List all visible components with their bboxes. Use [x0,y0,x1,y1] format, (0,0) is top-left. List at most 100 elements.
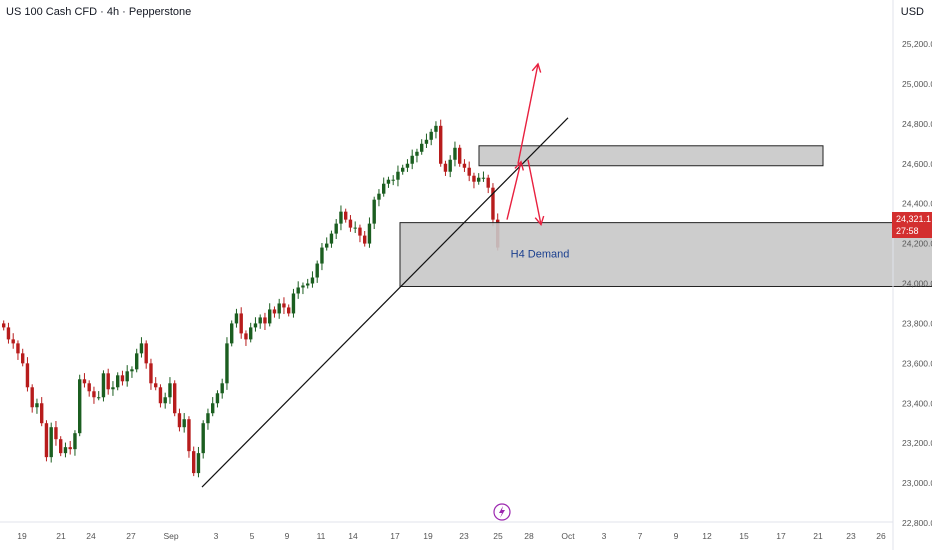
candle-body [82,379,87,384]
y-tick-label: 22,800.0 [902,518,932,528]
candle-body [158,387,163,404]
candle-body [215,393,220,404]
candle-body [25,363,30,388]
candle-body [315,263,319,278]
candle-body [49,427,53,458]
x-tick-label: 7 [638,531,643,541]
candle-body [296,287,300,294]
candle-body [405,163,410,168]
y-tick-label: 24,800.0 [902,119,932,129]
candle-body [458,147,462,164]
candle-body [54,427,58,440]
candle-body [97,397,101,399]
candle-body [211,403,215,414]
current-price-tag: 24,321.1 27:58 [892,212,932,238]
candle-body [201,423,205,454]
candle-body [16,343,20,354]
currency-label[interactable]: USD [900,6,924,18]
candle-body [125,371,129,382]
x-tick-label: 15 [739,531,749,541]
candle-body [353,227,357,229]
x-tick-label: 21 [56,531,66,541]
y-tick-label: 23,400.0 [902,398,932,408]
y-tick-label: 23,200.0 [902,438,932,448]
candle-body [448,159,452,172]
candle-body [477,177,481,182]
x-tick-label: 9 [674,531,679,541]
candle-body [92,391,96,398]
lines-group [201,117,569,488]
candle-body [377,193,381,200]
y-tick-label: 24,200.0 [902,239,932,249]
y-axis-ticks: 25,200.0 25,000.0 24,800.0 24,600.0 24,400.0… [902,39,932,528]
candle-body [225,343,229,384]
candle-body [130,369,134,372]
candle-body [481,177,486,179]
candle-body [63,447,68,454]
candle-body [21,353,25,364]
candle-body [135,353,139,370]
candle-body [59,439,63,454]
candle-body [116,375,120,388]
candle-body [382,183,386,194]
candle-body [220,383,224,394]
candle-body [306,283,310,286]
x-tick-label: 28 [524,531,534,541]
candle-body [329,233,334,244]
candle-body [301,285,305,288]
candle-body [177,413,182,428]
candle-body [149,363,153,384]
candle-body [249,327,253,340]
candle-body [73,433,77,450]
projection-arrow [527,159,542,225]
x-tick-label: 3 [214,531,219,541]
candle-body [154,383,158,388]
candle-body [263,317,267,324]
candle-body [462,163,467,168]
projection-arrow [506,161,522,220]
y-tick-label: 23,800.0 [902,318,932,328]
candle-body [291,293,296,314]
candle-body [182,419,186,428]
event-marker[interactable] [493,503,511,521]
x-tick-label: 11 [317,531,326,541]
candle-body [467,167,471,176]
candle-body [87,383,91,392]
candle-body [253,323,258,328]
candle-body [258,317,262,324]
candle-body [386,179,391,184]
y-tick-label: 23,600.0 [902,358,932,368]
candle-body [344,211,348,220]
lightning-icon [499,506,505,518]
candle-body [282,303,286,308]
candle-body [320,247,324,264]
candle-body [434,125,438,132]
candle-body [272,309,277,314]
x-tick-label: 21 [813,531,823,541]
x-tick-label: 26 [876,531,886,541]
x-tick-label: 17 [390,531,400,541]
candle-body [486,177,490,188]
x-tick-label: 23 [459,531,469,541]
candle-body [348,219,353,228]
candle-body [234,313,239,324]
y-tick-label: 24,600.0 [902,159,932,169]
candle-body [439,125,443,164]
trendline [201,117,569,488]
candle-body [173,383,177,414]
candle-body [230,323,234,344]
candle-body [6,327,11,340]
demand-zone-label: H4 Demand [511,249,570,261]
candle-body [30,387,34,408]
candle-body [244,333,248,340]
candle-body [358,227,362,236]
candle-body [40,403,44,424]
candle-body [372,199,376,224]
candle-body [144,343,148,364]
bar-countdown: 27:58 [896,226,919,236]
x-tick-label: 14 [348,531,358,541]
candle-body [420,143,424,152]
candle-body [2,323,6,328]
candle-body [429,131,433,140]
